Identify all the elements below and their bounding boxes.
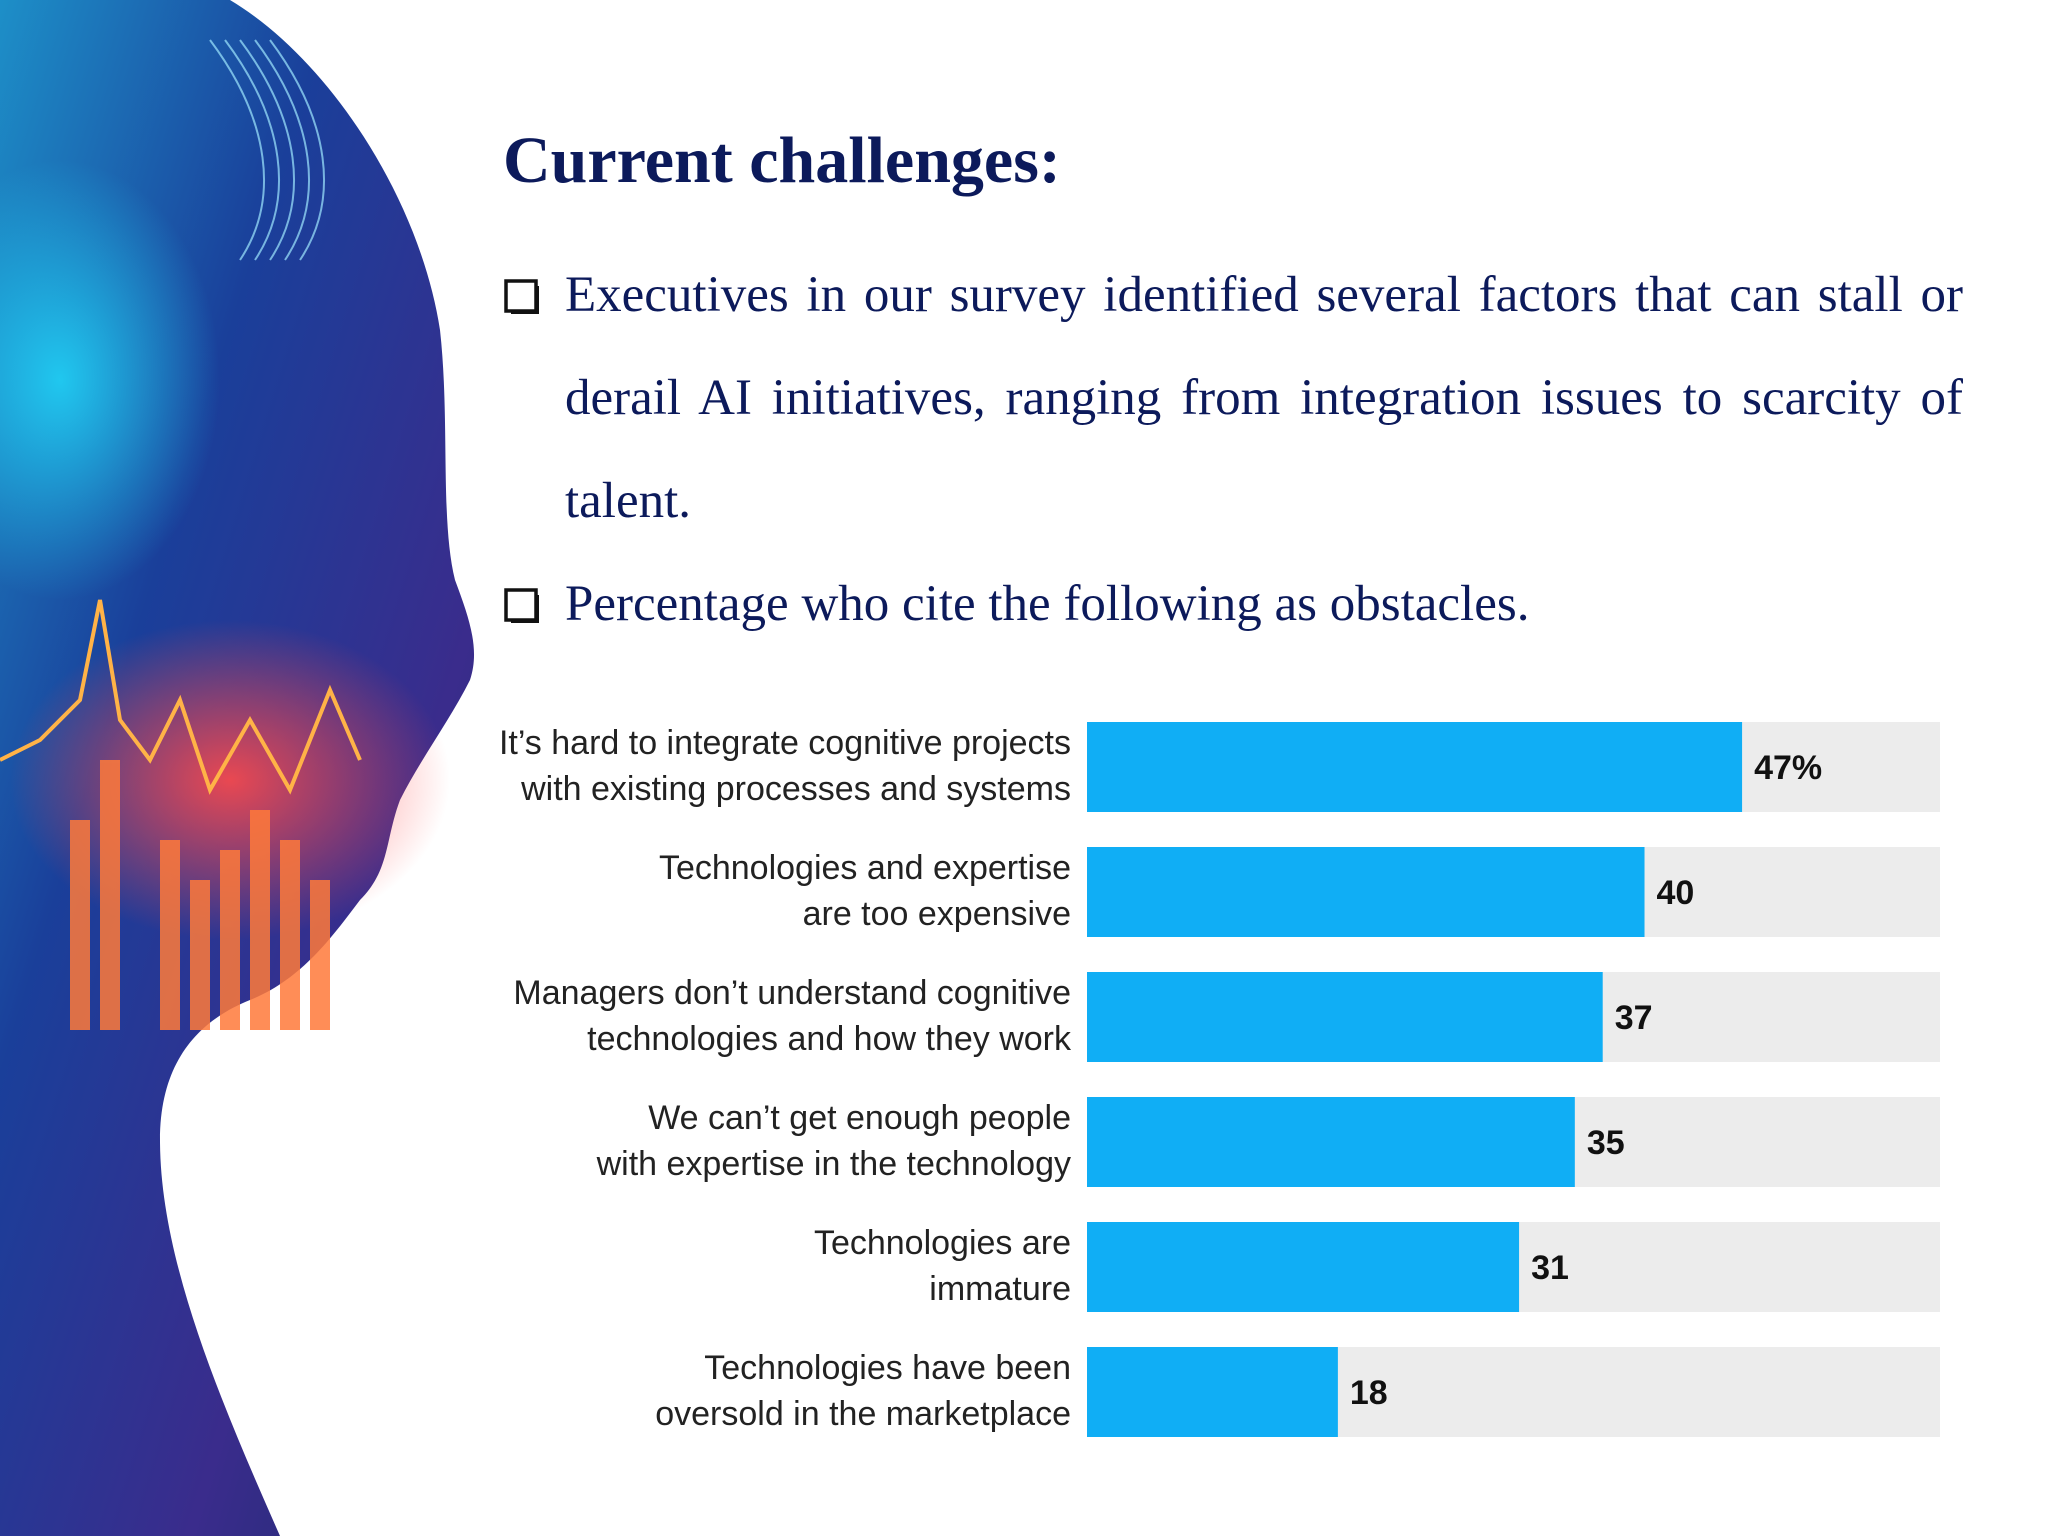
bullet-item: Executives in our survey identified seve…	[503, 244, 1963, 553]
ai-head-illustration	[0, 0, 475, 1536]
category-label: are too expensive	[803, 895, 1071, 933]
value-label: 47%	[1754, 749, 1822, 787]
bar	[1087, 722, 1743, 812]
bar	[1087, 847, 1645, 937]
category-label: with expertise in the technology	[596, 1145, 1071, 1183]
category-label: We can’t get enough people	[648, 1099, 1071, 1137]
bar	[1087, 972, 1603, 1062]
waveform-line	[0, 599, 362, 795]
bullet-text: Executives in our survey identified seve…	[565, 267, 1963, 529]
category-label: immature	[929, 1270, 1071, 1308]
value-label: 40	[1657, 874, 1695, 912]
value-label: 35	[1587, 1124, 1625, 1162]
category-label: technologies and how they work	[587, 1020, 1072, 1058]
obstacles-bar-chart: 47% It’s hard to integrate cognitive proj…	[500, 722, 1940, 1437]
bullet-text: Percentage who cite the following as obs…	[565, 576, 1530, 632]
category-label: Technologies have been	[704, 1349, 1071, 1387]
category-label: with existing processes and systems	[520, 770, 1071, 808]
slide-title: Current challenges:	[503, 124, 1061, 197]
checkbox-icon	[504, 588, 539, 623]
bar-graphic	[70, 760, 330, 1030]
category-label: Technologies and expertise	[659, 849, 1071, 887]
value-label: 18	[1350, 1374, 1388, 1412]
bullet-item: Percentage who cite the following as obs…	[503, 553, 1963, 656]
value-label: 31	[1531, 1249, 1569, 1287]
bar	[1087, 1347, 1338, 1437]
category-label: oversold in the marketplace	[655, 1395, 1071, 1433]
category-label: Technologies are	[814, 1224, 1071, 1262]
category-label: Managers don’t understand cognitive	[513, 974, 1071, 1012]
checkbox-icon	[504, 279, 539, 314]
bar	[1087, 1222, 1520, 1312]
bar	[1087, 1097, 1575, 1187]
bullet-list: Executives in our survey identified seve…	[503, 244, 1963, 656]
value-label: 37	[1615, 999, 1653, 1037]
category-label: It’s hard to integrate cognitive project…	[500, 724, 1071, 762]
